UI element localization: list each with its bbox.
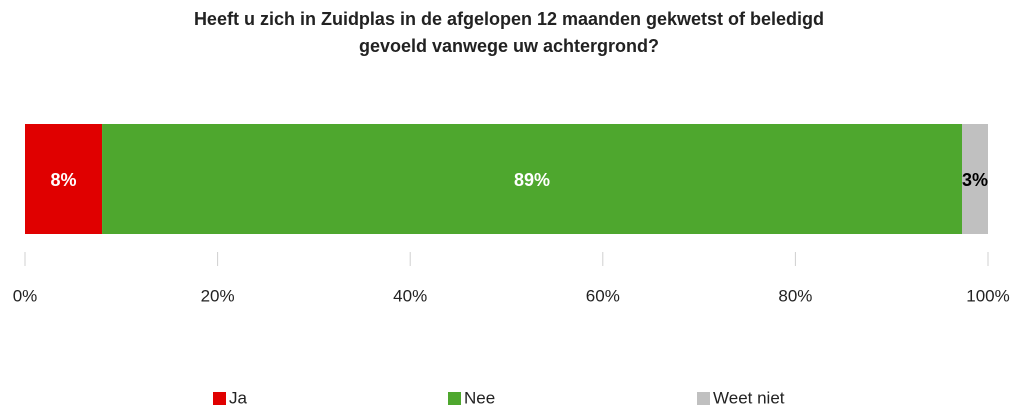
bar-segment <box>25 124 103 234</box>
x-tick-label: 20% <box>201 286 235 305</box>
data-label: 8% <box>51 170 77 190</box>
legend-swatch <box>697 392 710 405</box>
x-tick-label: 0% <box>13 286 38 305</box>
x-tick-label: 80% <box>778 286 812 305</box>
bar-segment <box>961 124 988 234</box>
chart-title: gevoeld vanwege uw achtergrond? <box>359 36 659 56</box>
legend-swatch <box>448 392 461 405</box>
legend-label: Ja <box>229 388 248 407</box>
x-tick-label: 60% <box>586 286 620 305</box>
x-tick-label: 100% <box>966 286 1009 305</box>
data-label: 3% <box>962 170 988 190</box>
legend-swatch <box>213 392 226 405</box>
bar-segment <box>102 124 962 234</box>
x-tick-label: 40% <box>393 286 427 305</box>
legend-label: Nee <box>464 388 495 407</box>
chart-title: Heeft u zich in Zuidplas in de afgelopen… <box>194 9 824 29</box>
legend-label: Weet niet <box>713 388 785 407</box>
data-label: 89% <box>514 170 550 190</box>
